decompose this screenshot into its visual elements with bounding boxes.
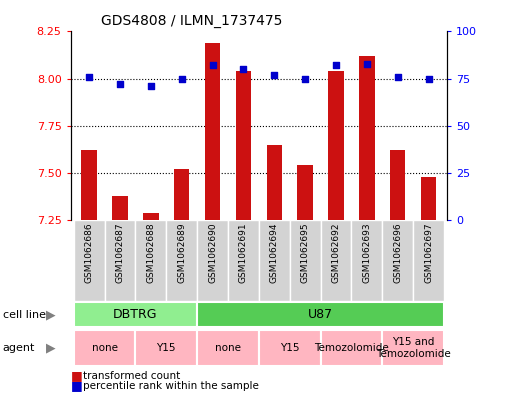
FancyBboxPatch shape <box>290 220 321 301</box>
FancyBboxPatch shape <box>259 330 321 366</box>
Point <box>116 81 124 87</box>
Bar <box>267 145 282 220</box>
Text: Temozolomide: Temozolomide <box>314 343 389 353</box>
FancyBboxPatch shape <box>197 220 228 301</box>
FancyBboxPatch shape <box>321 330 382 366</box>
Point <box>363 61 371 67</box>
Point <box>394 73 402 80</box>
Text: ■: ■ <box>71 369 82 382</box>
Text: Y15 and
Temozolomide: Y15 and Temozolomide <box>376 338 451 359</box>
Bar <box>205 43 220 220</box>
Bar <box>174 169 189 220</box>
FancyBboxPatch shape <box>74 302 197 327</box>
Text: GSM1062694: GSM1062694 <box>270 222 279 283</box>
Text: GSM1062691: GSM1062691 <box>239 222 248 283</box>
Text: GSM1062696: GSM1062696 <box>393 222 402 283</box>
Point <box>177 75 186 82</box>
FancyBboxPatch shape <box>197 330 259 366</box>
Text: GSM1062690: GSM1062690 <box>208 222 217 283</box>
Text: GDS4808 / ILMN_1737475: GDS4808 / ILMN_1737475 <box>101 14 282 28</box>
Bar <box>390 150 405 220</box>
Point <box>146 83 155 89</box>
Text: GSM1062693: GSM1062693 <box>362 222 371 283</box>
Text: Y15: Y15 <box>280 343 300 353</box>
Point <box>301 75 310 82</box>
Point <box>332 62 340 68</box>
Text: none: none <box>215 343 241 353</box>
Point <box>208 62 217 68</box>
FancyBboxPatch shape <box>413 220 444 301</box>
Bar <box>112 196 128 220</box>
FancyBboxPatch shape <box>259 220 290 301</box>
Text: GSM1062692: GSM1062692 <box>332 222 340 283</box>
FancyBboxPatch shape <box>228 220 259 301</box>
FancyBboxPatch shape <box>321 220 351 301</box>
Text: GSM1062687: GSM1062687 <box>116 222 124 283</box>
Text: Y15: Y15 <box>156 343 176 353</box>
Text: none: none <box>92 343 118 353</box>
Text: ▶: ▶ <box>47 342 56 355</box>
FancyBboxPatch shape <box>74 220 105 301</box>
Text: cell line: cell line <box>3 310 46 320</box>
Point <box>85 73 93 80</box>
Point <box>239 66 247 72</box>
Text: DBTRG: DBTRG <box>113 308 157 321</box>
FancyBboxPatch shape <box>351 220 382 301</box>
Bar <box>82 150 97 220</box>
Point <box>425 75 433 82</box>
Text: percentile rank within the sample: percentile rank within the sample <box>83 381 258 391</box>
Text: ▶: ▶ <box>47 308 56 321</box>
FancyBboxPatch shape <box>197 302 444 327</box>
Text: agent: agent <box>3 343 35 353</box>
Bar <box>236 71 251 220</box>
Bar <box>359 56 374 220</box>
FancyBboxPatch shape <box>382 330 444 366</box>
FancyBboxPatch shape <box>74 330 135 366</box>
Bar <box>421 177 436 220</box>
Point <box>270 72 279 78</box>
FancyBboxPatch shape <box>105 220 135 301</box>
Text: GSM1062689: GSM1062689 <box>177 222 186 283</box>
Text: U87: U87 <box>308 308 333 321</box>
Text: ■: ■ <box>71 379 82 393</box>
FancyBboxPatch shape <box>135 330 197 366</box>
FancyBboxPatch shape <box>166 220 197 301</box>
FancyBboxPatch shape <box>135 220 166 301</box>
Text: GSM1062688: GSM1062688 <box>146 222 155 283</box>
Bar <box>143 213 158 220</box>
Text: GSM1062695: GSM1062695 <box>301 222 310 283</box>
Bar <box>298 165 313 220</box>
Text: transformed count: transformed count <box>83 371 180 381</box>
Text: GSM1062697: GSM1062697 <box>424 222 433 283</box>
Bar <box>328 71 344 220</box>
Text: GSM1062686: GSM1062686 <box>85 222 94 283</box>
FancyBboxPatch shape <box>382 220 413 301</box>
